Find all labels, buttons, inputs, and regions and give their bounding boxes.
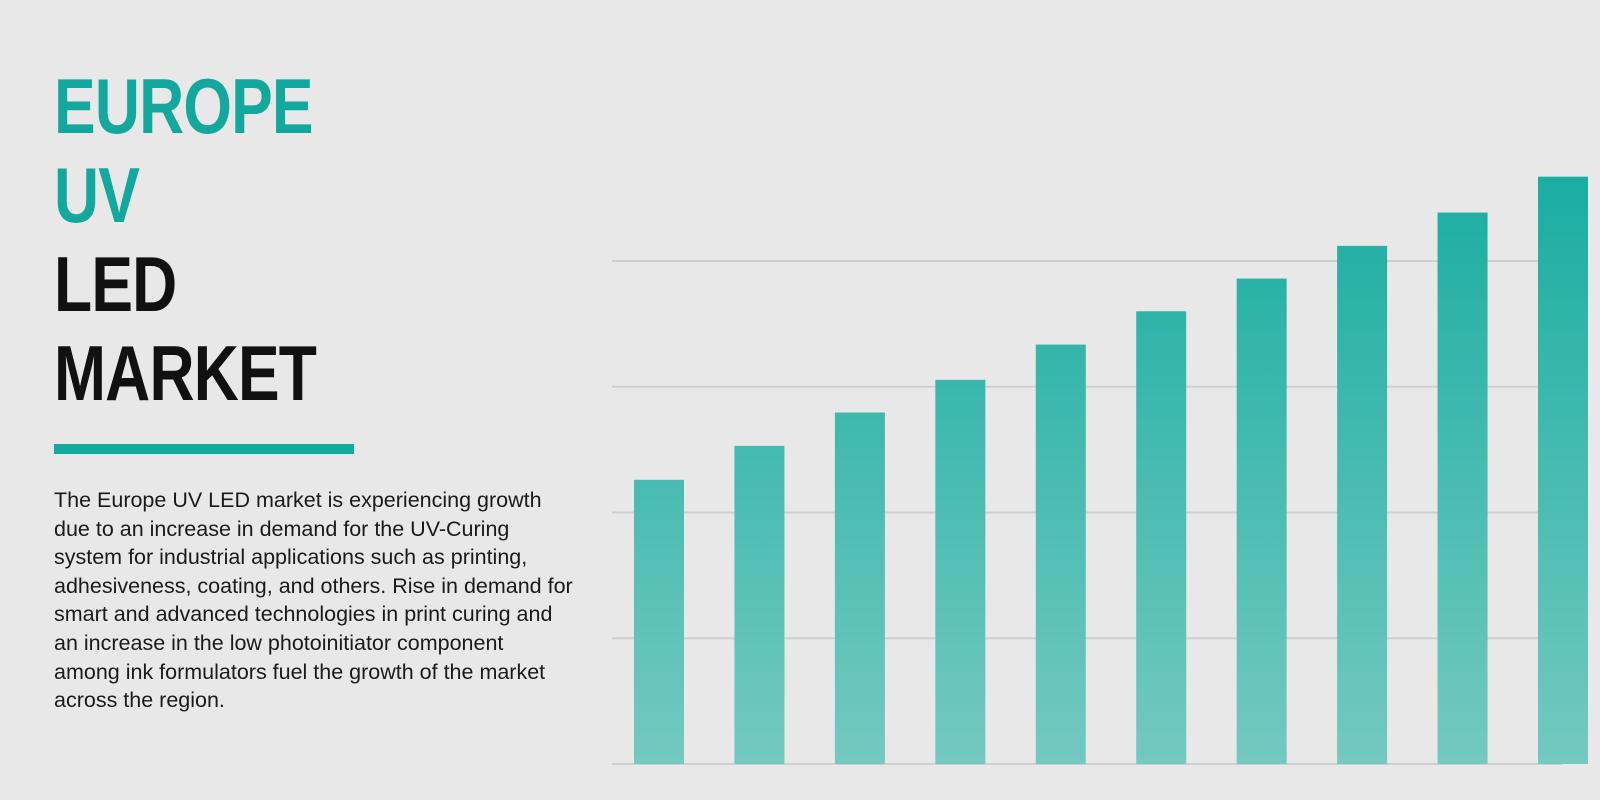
bar-3 [834, 412, 885, 764]
bars [634, 176, 1588, 765]
bar-2 [734, 445, 785, 764]
page-title: EUROPE UV LED MARKET [54, 62, 382, 418]
bar-8 [1337, 245, 1388, 765]
market-description: The Europe UV LED market is experiencing… [54, 488, 573, 713]
bar-5 [1035, 344, 1086, 764]
title-underline [54, 444, 354, 454]
title-line-market: MARKET [54, 329, 317, 417]
title-line-uv: UV [54, 151, 140, 239]
bar-9 [1437, 212, 1488, 764]
bar-6 [1136, 311, 1187, 764]
bar-7 [1236, 278, 1287, 764]
bar-4 [935, 379, 986, 764]
title-line-europe: EUROPE [54, 62, 314, 150]
title-line-led: LED [54, 240, 177, 328]
bar-10 [1538, 176, 1588, 764]
bar-1 [634, 479, 684, 764]
